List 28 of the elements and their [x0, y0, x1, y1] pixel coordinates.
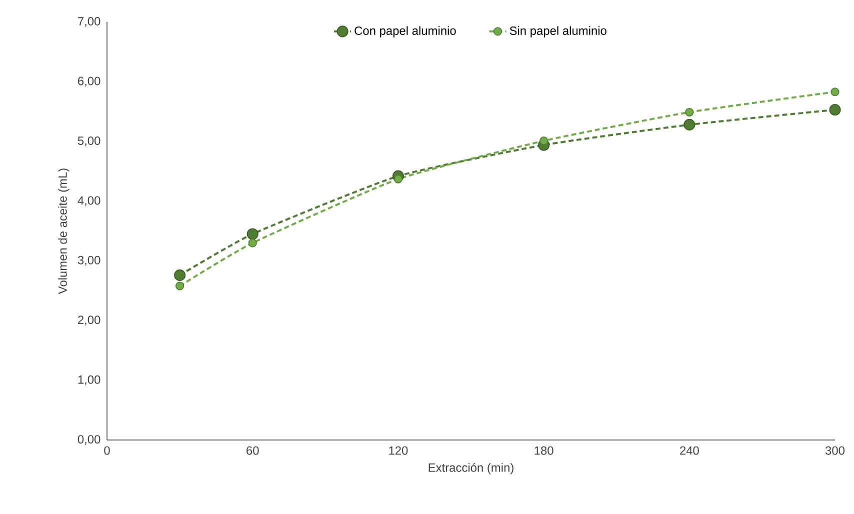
x-tick-label: 60 [246, 446, 259, 455]
y-tick-label: 2,00 [78, 316, 100, 326]
x-tick-label: 300 [825, 446, 845, 455]
point [829, 104, 841, 116]
y-tick-label: 0,00 [78, 435, 100, 445]
point [176, 282, 184, 290]
x-tick-label: 0 [104, 446, 110, 455]
legend-label: Con papel aluminio [354, 26, 456, 38]
point [684, 118, 696, 130]
point [248, 238, 257, 248]
x-tick-label: 240 [680, 446, 699, 455]
point [394, 174, 402, 184]
y-tick-label: 7,00 [78, 17, 100, 27]
x-tick-label: 180 [534, 446, 554, 455]
legend-label: Sin papel aluminio [510, 26, 606, 38]
point [540, 136, 548, 146]
point [830, 88, 840, 96]
x-tick-label: 120 [389, 446, 408, 455]
y-tick-label: 3,00 [78, 256, 100, 266]
y-tick-label: 5,00 [78, 136, 100, 146]
y-tick-label: 4,00 [78, 196, 100, 206]
x-axis-title: Extracción (min) [428, 462, 514, 474]
point [685, 108, 694, 116]
point [174, 269, 186, 281]
y-axis-title: Volumen de aceite (mL) [58, 168, 70, 294]
y-tick-label: 1,00 [78, 375, 100, 386]
y-tick-label: 6,00 [78, 76, 100, 87]
point [246, 228, 258, 240]
